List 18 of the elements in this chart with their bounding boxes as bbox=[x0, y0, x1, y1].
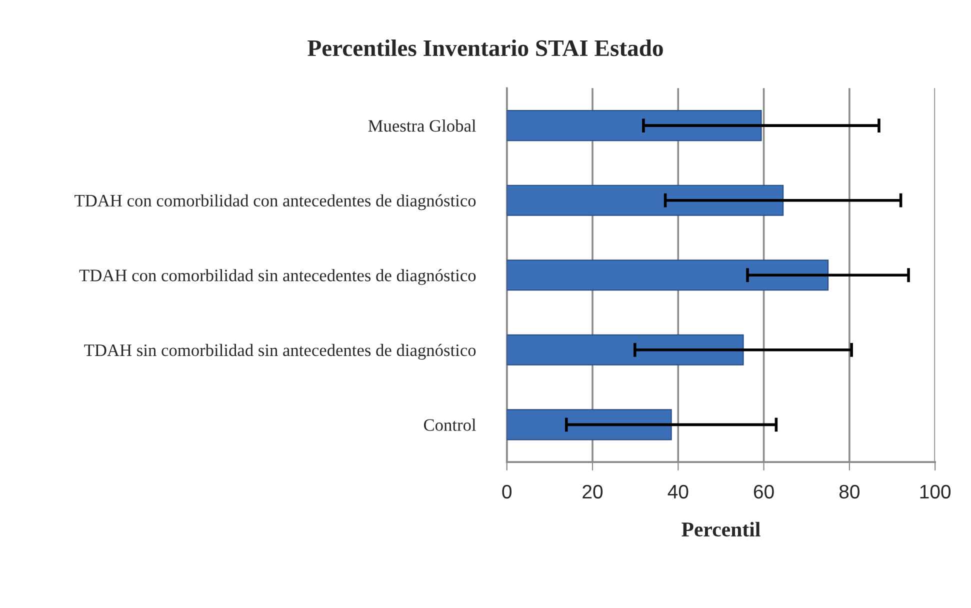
y-tick-label: TDAH con comorbilidad sin antecedentes de diagnóstico bbox=[79, 269, 476, 285]
x-tick-label: 20 bbox=[582, 484, 603, 499]
x-tick-label: 100 bbox=[920, 484, 951, 499]
x-tick-label: 40 bbox=[668, 484, 688, 499]
x-tick-label: 0 bbox=[502, 484, 512, 499]
x-tick-label: 80 bbox=[839, 484, 860, 499]
x-tick-label: 60 bbox=[754, 484, 774, 499]
y-tick-label: TDAH sin comorbilidad sin antecedentes de diagnóstico bbox=[84, 344, 476, 360]
bar bbox=[506, 184, 784, 216]
x-axis-title: Percentil bbox=[682, 522, 760, 537]
bar bbox=[506, 334, 744, 366]
y-tick-label: Control bbox=[424, 418, 476, 431]
chart-title: Percentiles Inventario STAI Estado bbox=[308, 40, 663, 56]
y-tick-label: TDAH con comorbilidad con antecedentes de diagnóstico bbox=[74, 194, 476, 210]
bar bbox=[506, 110, 762, 142]
bar bbox=[506, 260, 829, 291]
bar bbox=[506, 409, 672, 440]
y-tick-label: Muestra Global bbox=[368, 120, 476, 132]
